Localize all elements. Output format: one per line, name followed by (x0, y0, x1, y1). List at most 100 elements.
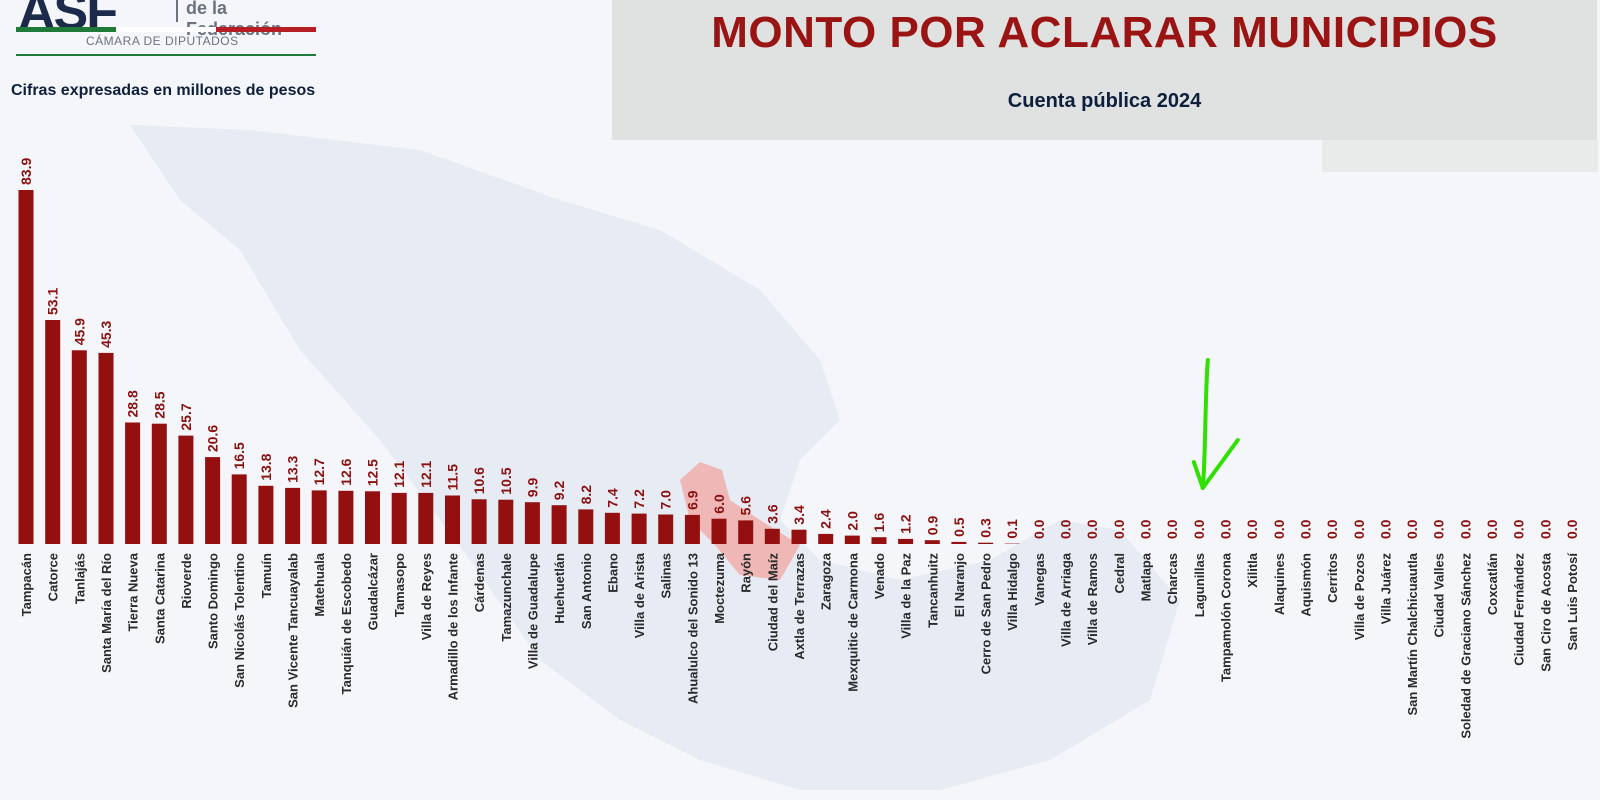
bar-2 (71, 350, 87, 544)
bar-28 (764, 528, 780, 544)
bar-18 (498, 499, 514, 544)
bar-16 (445, 495, 460, 544)
category-label-37: Villa Hidalgo (1005, 553, 1020, 631)
value-label-9: 13.8 (258, 453, 274, 480)
category-label-43: Charcas (1165, 553, 1180, 604)
bar-35 (951, 541, 967, 544)
bar-11 (311, 490, 327, 544)
bar-31 (844, 535, 860, 544)
bar-36 (978, 542, 994, 544)
value-label-34: 0.9 (924, 516, 940, 536)
value-label-31: 2.0 (844, 511, 860, 531)
title-box: MONTO POR ACLARAR MUNICIPIOS Cuenta públ… (612, 0, 1597, 140)
value-label-37: 0.1 (1004, 519, 1020, 539)
bar-14 (391, 492, 407, 544)
value-label-4: 28.8 (125, 390, 141, 417)
value-label-25: 6.9 (684, 490, 700, 510)
value-label-2: 45.9 (71, 318, 87, 345)
category-label-42: Matlapa (1139, 552, 1154, 601)
value-label-44: 0.0 (1191, 519, 1207, 539)
bar-17 (471, 499, 487, 544)
bar-19 (524, 502, 540, 544)
value-label-46: 0.0 (1244, 519, 1260, 539)
value-label-50: 0.0 (1351, 519, 1367, 539)
value-label-26: 6.0 (711, 494, 727, 514)
bar-27 (738, 520, 754, 544)
value-label-24: 7.0 (658, 490, 674, 510)
category-label-10: San Vicente Tancuayalab (286, 553, 301, 708)
title-box-tab (1322, 140, 1598, 172)
category-label-50: Villa de Pozos (1352, 553, 1367, 640)
category-label-12: Tanquián de Escobedo (339, 553, 354, 694)
value-label-54: 0.0 (1457, 519, 1473, 539)
category-label-4: Tierra Nueva (126, 552, 141, 631)
bar-25 (684, 514, 700, 544)
value-label-35: 0.5 (951, 517, 967, 537)
value-label-7: 20.6 (205, 425, 221, 452)
category-label-46: Xilitla (1245, 552, 1260, 587)
category-label-41: Cedral (1112, 553, 1127, 593)
category-label-22: Ebano (605, 553, 620, 593)
category-label-58: San Luis Potosí (1565, 553, 1580, 651)
value-label-23: 7.2 (631, 489, 647, 509)
bar-13 (365, 491, 380, 544)
category-label-57: San Ciro de Acosta (1538, 552, 1553, 671)
value-label-45: 0.0 (1218, 519, 1234, 539)
logo-underline (16, 54, 316, 56)
category-label-30: Zaragoza (819, 552, 834, 610)
value-label-56: 0.0 (1511, 519, 1527, 539)
category-label-51: Villa Juárez (1378, 553, 1393, 625)
value-label-21: 8.2 (578, 485, 594, 505)
bar-15 (418, 492, 434, 544)
category-label-26: Moctezuma (712, 552, 727, 624)
value-label-51: 0.0 (1377, 519, 1393, 539)
value-label-14: 12.1 (391, 460, 407, 487)
category-label-28: Ciudad del Maíz (765, 553, 780, 652)
category-label-16: Armadillo de los Infante (446, 553, 461, 700)
bar-6 (178, 435, 194, 544)
category-label-8: San Nicolás Tolentino (232, 553, 247, 688)
bar-8 (231, 474, 247, 544)
category-label-20: Huehuetlán (552, 553, 567, 624)
bar-0 (18, 190, 34, 544)
category-label-54: Soledad de Graciano Sánchez (1458, 553, 1473, 739)
bar-22 (604, 512, 620, 544)
category-label-7: Santo Domingo (206, 553, 221, 649)
value-label-8: 16.5 (231, 442, 247, 469)
value-label-5: 28.5 (151, 391, 167, 418)
value-label-12: 12.6 (338, 458, 354, 485)
bar-23 (631, 513, 647, 544)
value-label-33: 1.2 (898, 514, 914, 534)
category-label-2: Tanlajás (72, 553, 87, 604)
category-label-19: Villa de Guadalupe (525, 553, 540, 669)
logo-line2: CÁMARA DE DIPUTADOS (86, 34, 239, 48)
value-label-10: 13.3 (285, 455, 301, 482)
logo-divider (176, 0, 178, 22)
category-label-49: Cerritos (1325, 553, 1340, 603)
value-label-27: 5.6 (738, 496, 754, 516)
units-note: Cifras expresadas en millones de pesos (11, 82, 316, 99)
category-label-47: Alaquines (1272, 553, 1287, 615)
bar-29 (791, 529, 807, 544)
value-label-13: 12.5 (365, 459, 381, 486)
bar-20 (551, 505, 567, 544)
green-arrow-annotation (1191, 358, 1240, 490)
bar-34 (924, 540, 940, 544)
category-label-5: Santa Catarina (152, 552, 167, 644)
asf-logo: ASF de la Federación CÁMARA DE DIPUTADOS (16, 0, 316, 62)
category-label-9: Tamuín (259, 553, 274, 598)
value-label-16: 11.5 (445, 464, 461, 491)
category-label-3: Santa María del Río (99, 553, 114, 673)
category-label-1: Catorce (46, 553, 61, 601)
category-label-0: Tampacán (19, 553, 34, 616)
bar-5 (151, 423, 167, 544)
bar-32 (871, 537, 887, 544)
bar-30 (818, 533, 834, 544)
value-label-19: 9.9 (524, 478, 540, 498)
category-label-32: Venado (872, 553, 887, 599)
bar-26 (711, 518, 727, 544)
category-label-35: El Naranjo (952, 553, 967, 617)
value-label-6: 25.7 (178, 403, 194, 430)
bar-12 (338, 490, 354, 544)
